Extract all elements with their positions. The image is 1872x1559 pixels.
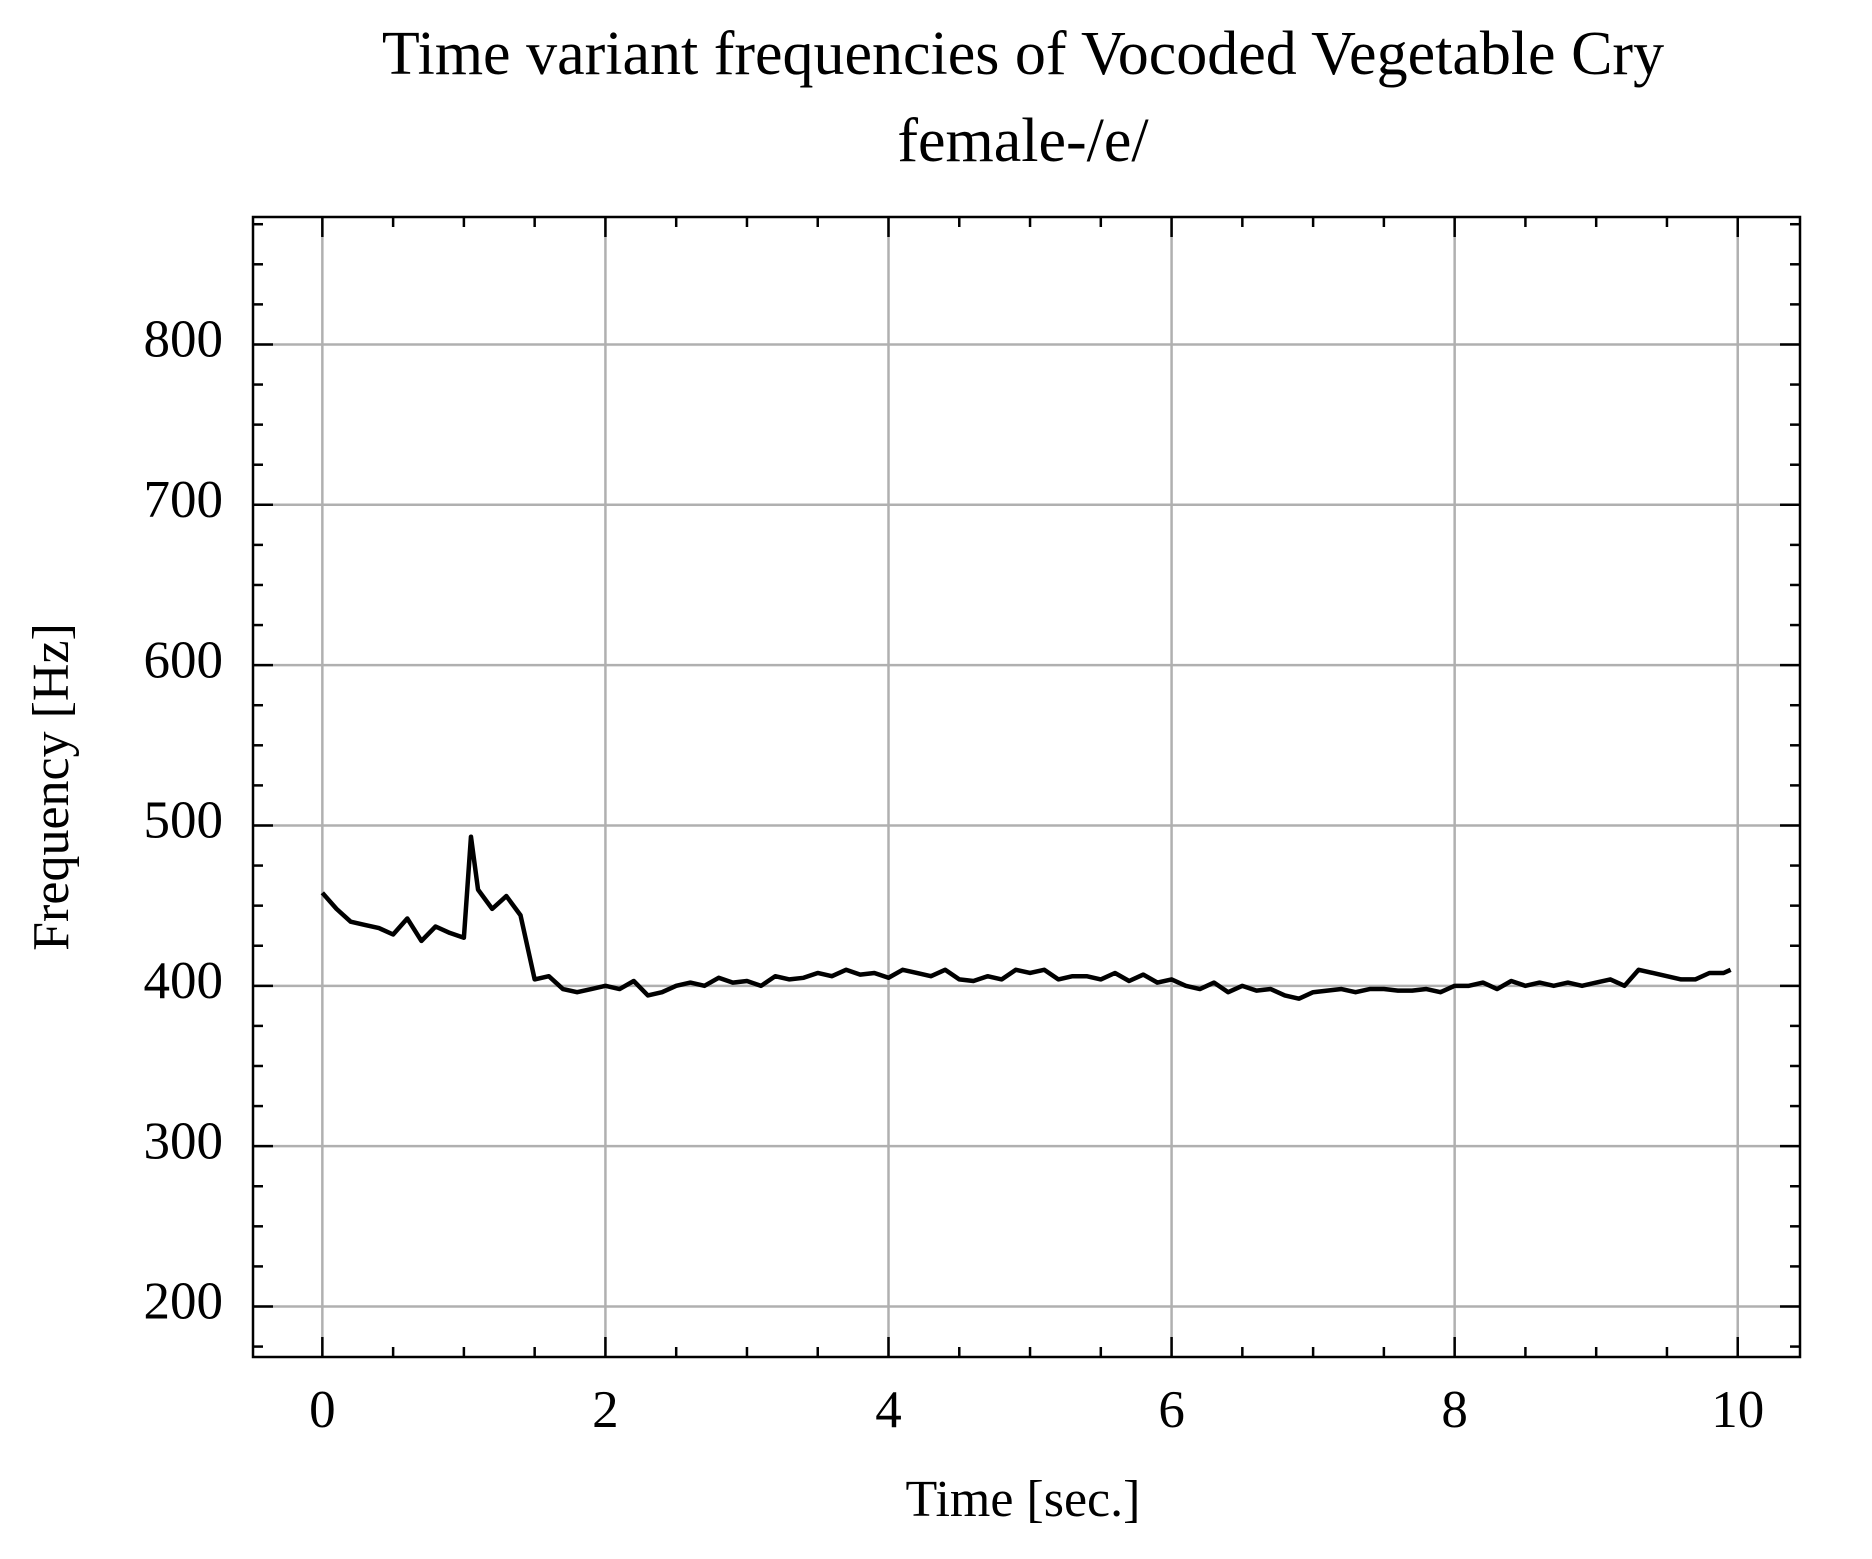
y-tick-label: 500 <box>144 792 224 850</box>
y-tick-label: 300 <box>144 1112 224 1170</box>
y-tick-label: 600 <box>144 631 224 689</box>
chart-subtitle: female-/e/ <box>897 107 1149 175</box>
x-tick-label: 8 <box>1441 1381 1468 1439</box>
y-tick-label: 200 <box>144 1273 224 1331</box>
x-tick-label: 4 <box>875 1381 902 1439</box>
x-axis-label: Time [sec.] <box>906 1471 1141 1528</box>
data-line <box>320 834 1732 1001</box>
x-tick-label: 0 <box>309 1381 336 1439</box>
y-tick-label: 400 <box>144 952 224 1010</box>
x-tick-label: 10 <box>1711 1381 1764 1439</box>
y-tick-label: 800 <box>144 311 224 369</box>
plot-frame <box>251 215 1802 1359</box>
x-tick-label: 2 <box>592 1381 619 1439</box>
y-tick-label: 700 <box>144 471 224 529</box>
chart-title: Time variant frequencies of Vocoded Vege… <box>382 20 1664 88</box>
x-tick-label: 6 <box>1158 1381 1185 1439</box>
y-axis-label: Frequency [Hz] <box>23 623 80 951</box>
